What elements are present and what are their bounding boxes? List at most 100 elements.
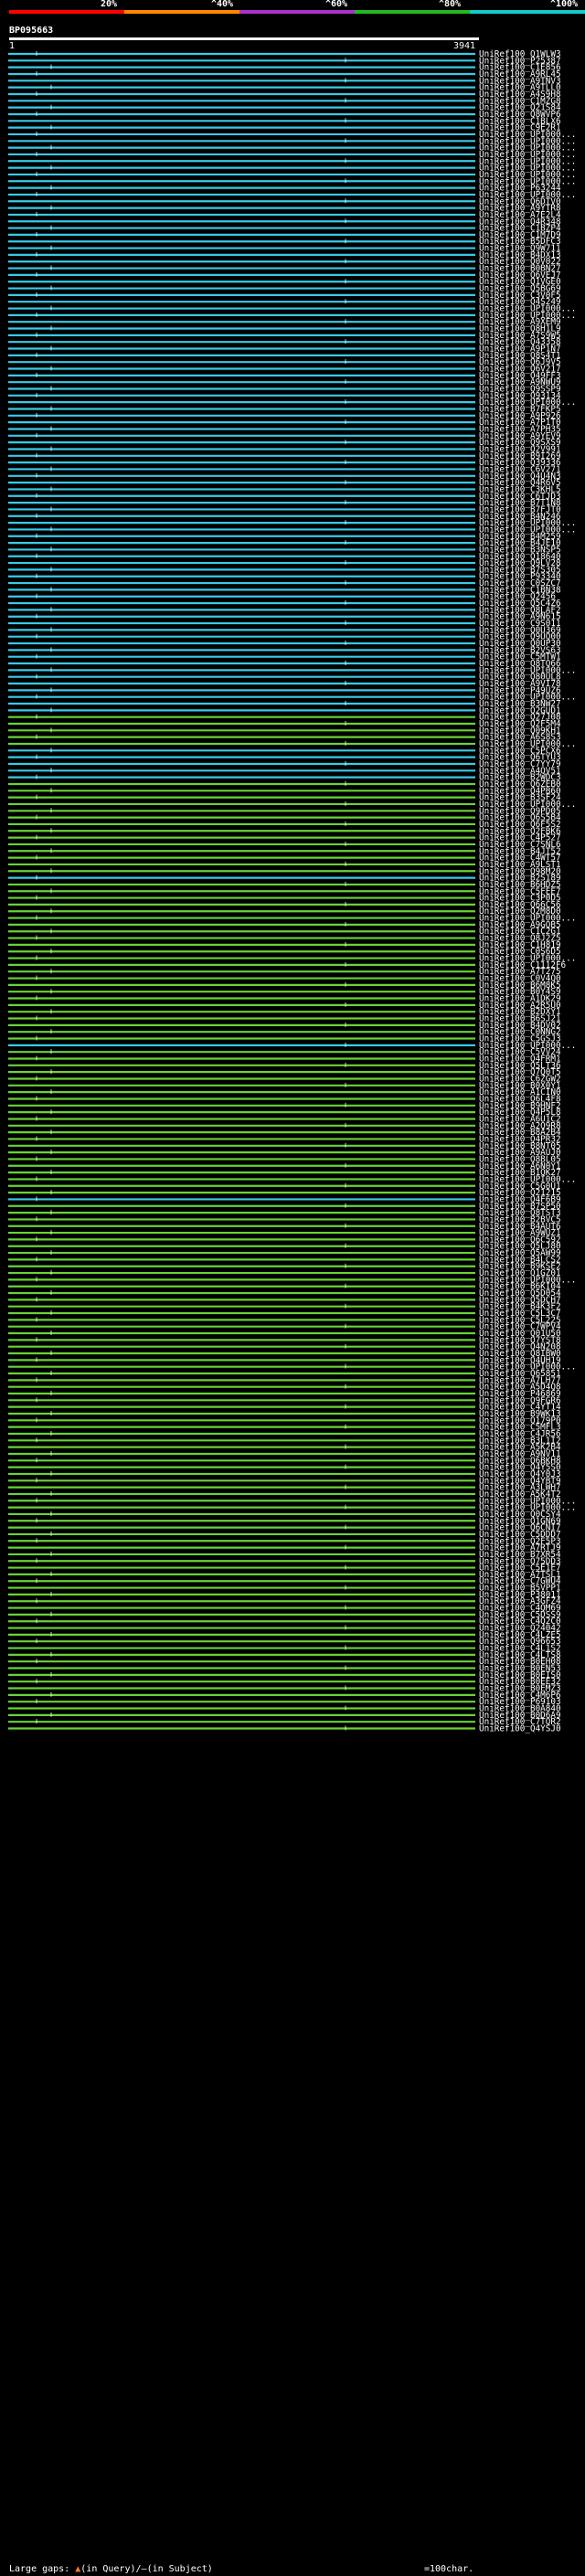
hit-label[interactable]: UniRef100_C0S6D5 xyxy=(479,947,561,957)
hit-row[interactable]: UniRef100_B4M259 xyxy=(8,532,561,542)
hit-label[interactable]: UniRef100_C5L3C7 xyxy=(479,1309,561,1319)
hit-label[interactable]: UniRef100_Q27J08 xyxy=(479,713,561,723)
hit-row[interactable]: UniRef100_B0X0Y1 xyxy=(8,1081,561,1091)
hit-row[interactable]: UniRef100_B3NSP5 xyxy=(8,545,561,555)
hit-label[interactable]: UniRef100_C4JR56 xyxy=(479,1429,561,1439)
hit-label[interactable]: UniRef100_UPI000... xyxy=(479,136,576,146)
hit-label[interactable]: UniRef100_A7LH77 xyxy=(479,1375,561,1385)
hit-label[interactable]: UniRef100_Q4FRM1 xyxy=(479,1055,561,1065)
hit-row[interactable]: UniRef100_Q4P5L8 xyxy=(8,1108,561,1118)
hit-label[interactable]: UniRef100_A3LWH7 xyxy=(479,1483,561,1493)
hit-row[interactable]: UniRef100_P69103 xyxy=(8,1697,561,1707)
hit-row[interactable]: UniRef100_B0EE32 xyxy=(8,1677,561,1687)
hit-label[interactable]: UniRef100_A9XEM9 xyxy=(479,317,561,327)
hit-label[interactable]: UniRef100_B4M259 xyxy=(479,532,561,542)
hit-label[interactable]: UniRef100_C1BLX6 xyxy=(479,116,561,126)
hit-row[interactable]: UniRef100_A7RTJ9 xyxy=(8,1543,561,1553)
hit-row[interactable]: UniRef100_C7GWU4 xyxy=(8,1576,561,1586)
hit-label[interactable]: UniRef100_A9GQB5 xyxy=(479,920,561,930)
hit-label[interactable]: UniRef100_Q8IBW0 xyxy=(479,1349,561,1359)
hit-row[interactable]: UniRef100_UPI000... xyxy=(8,164,576,174)
hit-label[interactable]: UniRef100_A2Q9R8 xyxy=(479,1121,561,1131)
hit-label[interactable]: UniRef100_Q24042 xyxy=(479,1624,561,1634)
hit-row[interactable]: UniRef100_UPI000... xyxy=(8,1174,576,1184)
hit-label[interactable]: UniRef100_A9NV11 xyxy=(479,1449,561,1459)
hit-row[interactable]: UniRef100_B4DX13 xyxy=(8,250,561,260)
hit-label[interactable]: UniRef100_Q8J2Z5 xyxy=(479,934,561,944)
hit-label[interactable]: UniRef100_C1BZP4 xyxy=(479,224,561,234)
hit-row[interactable]: UniRef100_Q8S4T1 xyxy=(8,351,561,361)
hit-label[interactable]: UniRef100_C0SZC7 xyxy=(479,578,561,588)
hit-row[interactable]: UniRef100_Q6F5S2 xyxy=(8,820,561,830)
hit-row[interactable]: UniRef100_P38011 xyxy=(8,1590,561,1600)
hit-row[interactable]: UniRef100_A4QV51 xyxy=(8,766,561,776)
hit-row[interactable]: UniRef100_A9TNV3 xyxy=(8,76,561,86)
hit-label[interactable]: UniRef100_C9S011 xyxy=(479,619,561,629)
hit-label[interactable]: UniRef100_P49UZ6 xyxy=(479,685,561,695)
hit-row[interactable]: UniRef100_Q5D054 xyxy=(8,1288,561,1299)
hit-row[interactable]: UniRef100_Q5LJ80 xyxy=(8,1242,561,1252)
hit-label[interactable]: UniRef100_B4LCS2 xyxy=(479,1255,561,1265)
hit-row[interactable]: UniRef100_C5G0U1 xyxy=(8,1182,561,1192)
hit-row[interactable]: UniRef100_C5VV24 xyxy=(8,1047,561,1057)
hit-label[interactable]: UniRef100_C4YT14 xyxy=(479,1403,561,1413)
hit-row[interactable]: UniRef100_C1112F6 xyxy=(8,960,566,970)
hit-row[interactable]: UniRef100_C0S6D5 xyxy=(8,947,561,957)
hit-row[interactable]: UniRef100_Q9SSP9 xyxy=(8,385,561,395)
hit-label[interactable]: UniRef100_Q0V022 xyxy=(479,257,561,267)
hit-label[interactable]: UniRef100_A9P926 xyxy=(479,411,561,421)
hit-row[interactable]: UniRef100_Q1WLW3 xyxy=(8,49,561,59)
hit-label[interactable]: UniRef100_Q4F6B9 xyxy=(479,1194,561,1204)
hit-label[interactable]: UniRef100_B2S189 xyxy=(479,874,561,884)
hit-row[interactable]: UniRef100_A6U1C2 xyxy=(8,1114,561,1124)
hit-label[interactable]: UniRef100_A9YEV9 xyxy=(479,431,561,441)
hit-label[interactable]: UniRef100_B9I269 xyxy=(479,451,561,461)
hit-label[interactable]: UniRef100_C4LTS8 xyxy=(479,1650,561,1660)
hit-row[interactable]: UniRef100_Q6S5B4 xyxy=(8,813,561,823)
hit-label[interactable]: UniRef100_B2WDC3 xyxy=(479,773,561,783)
hit-row[interactable]: UniRef100_C1BZP4 xyxy=(8,224,561,234)
hit-row[interactable]: UniRef100_Q0V022 xyxy=(8,257,561,267)
hit-row[interactable]: UniRef100_C0NNG2 xyxy=(8,1027,561,1037)
hit-row[interactable]: UniRef100_B0A840 xyxy=(8,1704,561,1714)
hit-row[interactable]: UniRef100_Q66C56 xyxy=(8,900,561,910)
hit-label[interactable]: UniRef100_Q6ZEB0 xyxy=(479,779,561,790)
hit-row[interactable]: UniRef100_A7P1T0 xyxy=(8,418,561,428)
hit-label[interactable]: UniRef100_Q6V217 xyxy=(479,365,561,375)
hit-row[interactable]: UniRef100_Q8BL05 xyxy=(8,1154,561,1164)
hit-row[interactable]: UniRef100_UPI000... xyxy=(8,693,576,703)
hit-row[interactable]: UniRef100_C4M6P6 xyxy=(8,1691,561,1701)
hit-label[interactable]: UniRef100_Q09KH1 xyxy=(479,726,561,736)
hit-row[interactable]: UniRef100_B2BVC5 xyxy=(8,1214,561,1224)
hit-row[interactable]: UniRef100_C4QM69 xyxy=(8,1604,561,1614)
hit-label[interactable]: UniRef100_A6N0Y1 xyxy=(479,1161,561,1171)
hit-label[interactable]: UniRef100_Q5DCH7 xyxy=(479,1295,561,1305)
hit-label[interactable]: UniRef100_Q2F5M4 xyxy=(479,719,561,729)
hit-label[interactable]: UniRef100_UPI000... xyxy=(479,176,576,186)
hit-label[interactable]: UniRef100_C9E2R1 xyxy=(479,123,561,133)
hit-label[interactable]: UniRef100_UPI000... xyxy=(479,1362,576,1373)
hit-row[interactable]: UniRef100_UPI000... xyxy=(8,156,576,166)
hit-label[interactable]: UniRef100_B9KSE2 xyxy=(479,1262,561,1272)
hit-row[interactable]: UniRef100_Q98M20 xyxy=(8,866,561,876)
hit-row[interactable]: UniRef100_C6ZGW2 xyxy=(8,1074,561,1084)
hit-row[interactable]: UniRef100_P93340 xyxy=(8,572,561,582)
hit-label[interactable]: UniRef100_Q6CNI7 xyxy=(479,1523,561,1533)
hit-row[interactable]: UniRef100_B6SJ21 xyxy=(8,1014,561,1024)
hit-row[interactable]: UniRef100_A3LWH7 xyxy=(8,1483,561,1493)
hit-row[interactable]: UniRef100_B8NT05 xyxy=(8,1141,561,1151)
hit-row[interactable]: UniRef100_A2Q9R8 xyxy=(8,1121,561,1131)
hit-label[interactable]: UniRef100_B4AUT6 xyxy=(479,1222,561,1232)
hit-row[interactable]: UniRef100_A9WUZ1 xyxy=(8,1228,561,1238)
hit-row[interactable]: UniRef100_Q4YSJ0 xyxy=(8,1724,561,1734)
hit-label[interactable]: UniRef100_B3NW27 xyxy=(479,699,561,709)
hit-label[interactable]: UniRef100_UPI000... xyxy=(479,518,576,528)
hit-row[interactable]: UniRef100_B4AUT6 xyxy=(8,1222,561,1232)
hit-row[interactable]: UniRef100_Q93134 xyxy=(8,391,561,401)
hit-row[interactable]: UniRef100_Q8TST3 xyxy=(8,1208,561,1218)
hit-row[interactable]: UniRef100_B0Y4S9 xyxy=(8,987,561,997)
hit-label[interactable]: UniRef100_Q4N208 xyxy=(479,1342,561,1352)
hit-row[interactable]: UniRef100_B4JT52 xyxy=(8,846,561,856)
hit-label[interactable]: UniRef100_B0EE32 xyxy=(479,1677,561,1687)
hit-label[interactable]: UniRef100_UPI000... xyxy=(479,525,576,535)
